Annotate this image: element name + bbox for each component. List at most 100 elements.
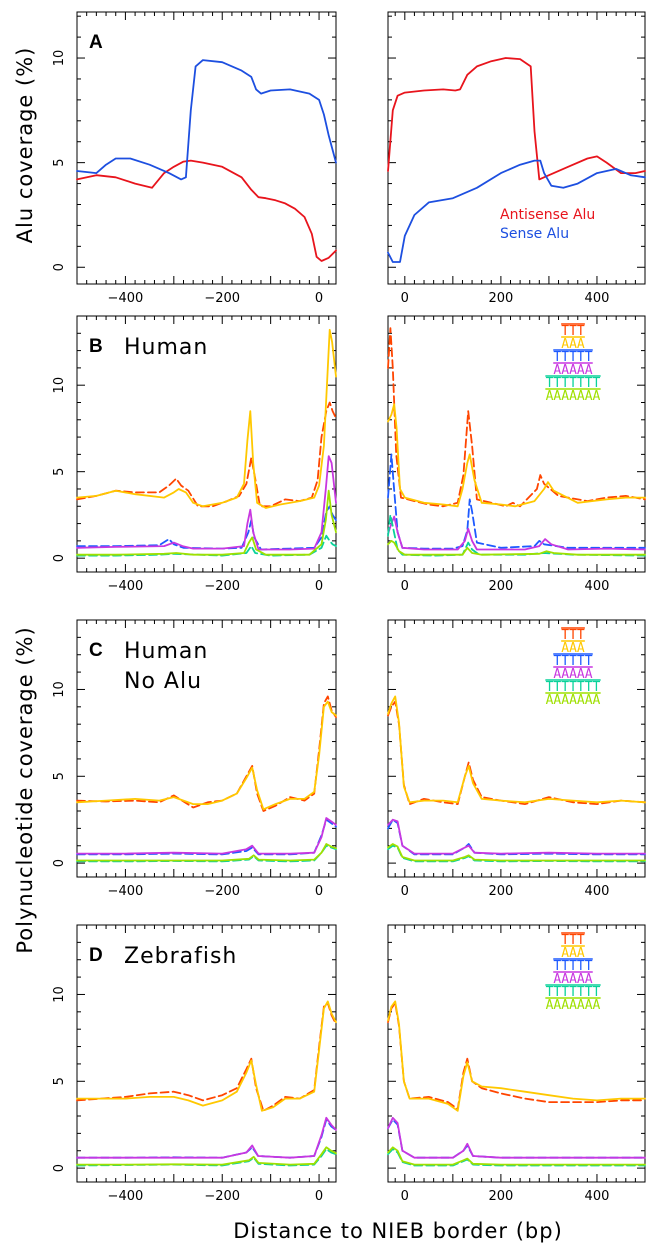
panel-title: Zebrafish bbox=[124, 944, 237, 969]
legend-entry: TTT bbox=[561, 324, 585, 339]
series-line-ttt bbox=[76, 401, 337, 508]
plot-frame bbox=[387, 11, 646, 285]
y-tick-label: 10 bbox=[52, 681, 67, 698]
y-tick-label: 5 bbox=[52, 1077, 67, 1085]
plot-frame bbox=[387, 924, 646, 1183]
series-line-ttttt bbox=[76, 505, 337, 551]
series-line-aaaaa bbox=[387, 1116, 646, 1159]
x-tick-label: 200 bbox=[488, 1189, 513, 1204]
x-tick-label: 0 bbox=[315, 291, 323, 306]
legend-entry: AAAAA bbox=[553, 972, 592, 987]
y-tick-label: 10 bbox=[52, 377, 67, 394]
panel-a-right-plot: 0 200 400 bbox=[387, 11, 646, 306]
legend-entry: AAAAA bbox=[553, 667, 592, 682]
legend-entry: TTTTT bbox=[553, 350, 592, 365]
series-line-aaaaaaa bbox=[76, 1146, 337, 1166]
y-tick-label: 10 bbox=[52, 986, 67, 1003]
panel-c-right-plot: 0 200 400 bbox=[387, 619, 646, 899]
legend-entry: TTT bbox=[561, 628, 585, 643]
series-line-ttt bbox=[387, 327, 646, 508]
series-line-aaa bbox=[387, 403, 646, 508]
panel-a: −400 −200 0 0 200 400 0 5 10 A Antisense Alu Sense … bbox=[52, 11, 646, 306]
series-line-aaaaaaa bbox=[387, 1146, 646, 1166]
legend-entry: TTTTTTT bbox=[546, 680, 601, 695]
series-line-sense-alu bbox=[76, 59, 337, 181]
series-line-ttttt bbox=[76, 818, 337, 856]
plot-frame bbox=[76, 11, 337, 285]
legend-entry: AAA bbox=[561, 946, 585, 961]
panel-a-left-plot: −400 −200 0 bbox=[76, 11, 337, 306]
series-line-aaa bbox=[76, 328, 337, 509]
legend-entry: TTTTTTT bbox=[546, 376, 601, 391]
ylabel-alu-coverage: Alu coverage (%) bbox=[13, 47, 37, 244]
y-tick-label: 0 bbox=[52, 1164, 67, 1172]
panel-d-left-plot: −400 −200 0 bbox=[76, 924, 337, 1204]
panel-title: Human bbox=[124, 639, 208, 664]
x-tick-label: −200 bbox=[204, 1189, 240, 1204]
y-tick-label: 0 bbox=[52, 859, 67, 867]
panel-d-right-plot: 0 200 400 bbox=[387, 924, 646, 1204]
panel-title: No Alu bbox=[124, 669, 202, 694]
x-tick-label: 400 bbox=[585, 1189, 610, 1204]
panels: −400 −200 0 0 200 400 0 5 10 A Antisense Alu Sense … bbox=[52, 11, 646, 1204]
panel-title: Human bbox=[124, 335, 208, 360]
x-tick-label: −400 bbox=[108, 291, 144, 306]
y-tick-label: 5 bbox=[52, 468, 67, 476]
series-line-sense-alu bbox=[387, 159, 646, 263]
x-tick-label: 400 bbox=[585, 579, 610, 594]
legend-entry: AAAAA bbox=[553, 363, 592, 378]
series-line-ttt bbox=[387, 700, 646, 805]
legend-entry: AAA bbox=[561, 641, 585, 656]
x-tick-label: −200 bbox=[204, 884, 240, 899]
x-tick-label: 0 bbox=[401, 1189, 409, 1204]
panel-letter: A bbox=[89, 32, 103, 53]
series-line-aaa bbox=[387, 695, 646, 804]
series-line-aaa bbox=[387, 1000, 646, 1112]
series-line-aaaaaaa bbox=[76, 843, 337, 862]
series-line-ttttt bbox=[76, 1118, 337, 1159]
panel-b-right-plot: 0 200 400 bbox=[387, 315, 646, 594]
series-line-aaa bbox=[76, 700, 337, 811]
y-tick-label: 5 bbox=[52, 159, 67, 167]
series-line-ttt bbox=[387, 1002, 646, 1110]
x-tick-label: −400 bbox=[108, 884, 144, 899]
x-tick-label: 200 bbox=[488, 291, 513, 306]
series-line-ttt bbox=[76, 695, 337, 812]
legend-entry: TTT bbox=[561, 933, 585, 948]
series-line-aaaaa bbox=[387, 818, 646, 855]
series-line-ttttt bbox=[387, 1118, 646, 1159]
series-line-antisense-alu bbox=[76, 159, 337, 262]
ylabel-polynucleotide-coverage: Polynucleotide coverage (%) bbox=[13, 626, 37, 953]
plot-frame bbox=[387, 315, 646, 573]
series-line-aaaaaaa bbox=[76, 489, 337, 556]
x-tick-label: 200 bbox=[488, 884, 513, 899]
series-line-aaaaaaa bbox=[387, 843, 646, 862]
series-line-aaa bbox=[76, 1000, 337, 1112]
legend-entry: AAAAAAA bbox=[546, 998, 601, 1013]
panel-c-left-plot: −400 −200 0 bbox=[76, 619, 337, 899]
series-line-ttttt bbox=[387, 818, 646, 856]
x-tick-label: 0 bbox=[401, 884, 409, 899]
legend-entry: AAAAAAA bbox=[546, 389, 601, 404]
panel-letter: D bbox=[89, 945, 103, 966]
y-tick-label: 10 bbox=[52, 50, 67, 67]
x-tick-label: −400 bbox=[108, 579, 144, 594]
legend-entry: TTTTT bbox=[553, 654, 592, 669]
legend-entry: TTTTTTT bbox=[546, 985, 601, 1000]
legend-entry: AAAAAAA bbox=[546, 693, 601, 708]
x-tick-label: 0 bbox=[315, 1189, 323, 1204]
series-line-ttttt bbox=[387, 453, 646, 550]
series-line-aaaaa bbox=[76, 1116, 337, 1159]
series-line-aaaaa bbox=[76, 817, 337, 855]
plot-frame bbox=[387, 619, 646, 878]
x-tick-label: −200 bbox=[204, 579, 240, 594]
xlabel-distance: Distance to NIEB border (bp) bbox=[233, 1219, 563, 1243]
plot-frame bbox=[76, 315, 337, 573]
panel-b-left-plot: −400 −200 0 bbox=[76, 315, 337, 594]
legend-entry: AAA bbox=[561, 337, 585, 352]
y-tick-label: 0 bbox=[52, 554, 67, 562]
x-tick-label: 0 bbox=[315, 884, 323, 899]
panel-letter: C bbox=[89, 640, 103, 661]
